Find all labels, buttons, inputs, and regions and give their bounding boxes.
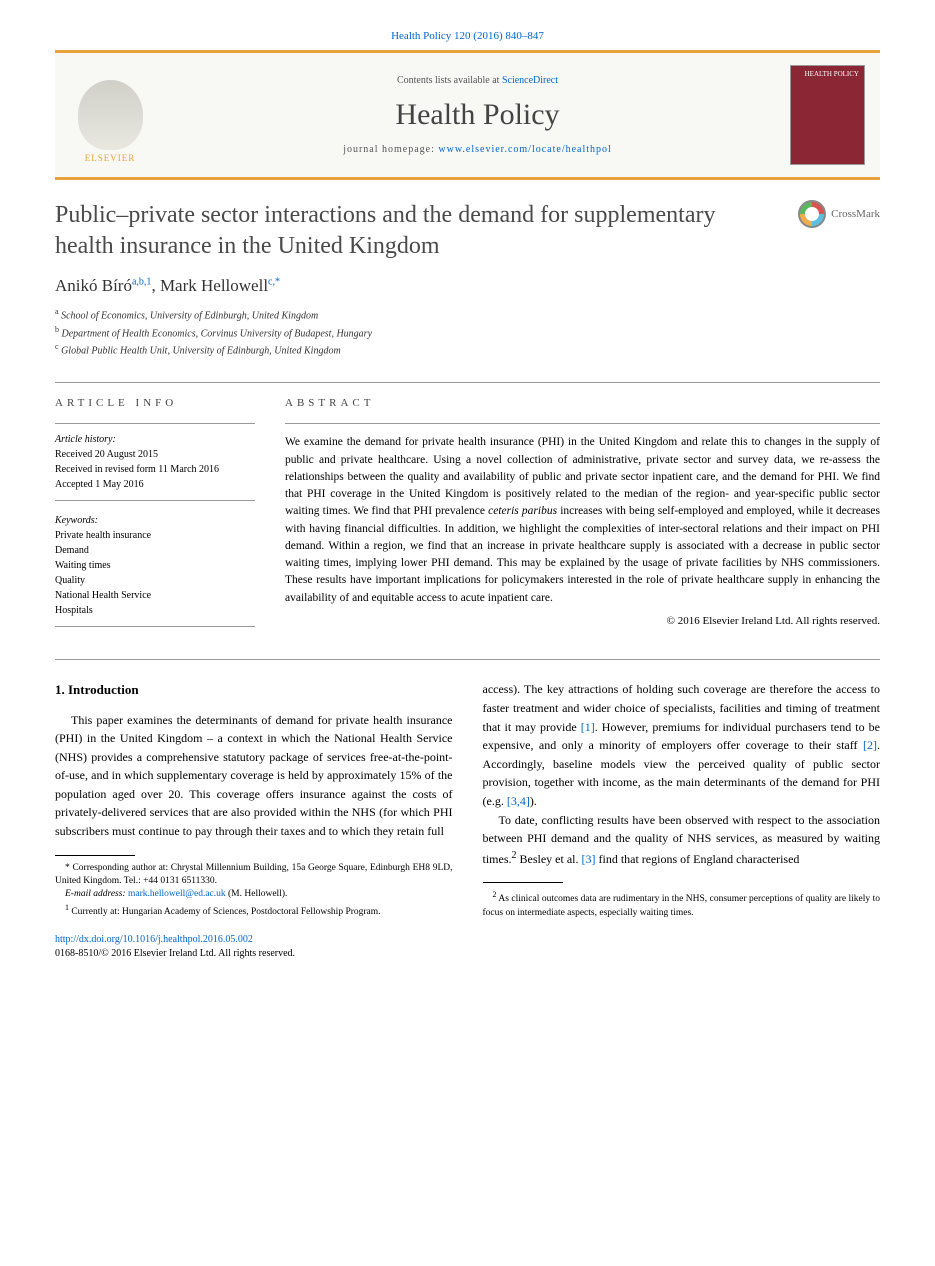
elsevier-tree-icon xyxy=(78,80,143,150)
keyword: Demand xyxy=(55,543,255,558)
homepage-prefix: journal homepage: xyxy=(343,144,438,155)
keywords-label: Keywords: xyxy=(55,513,255,528)
ref-3-4[interactable]: [3,4] xyxy=(507,794,530,808)
email-footnote: E-mail address: mark.hellowell@ed.ac.uk … xyxy=(55,888,453,901)
author-list: Anikó Bíróa,b,1, Mark Hellowellc,* xyxy=(55,276,880,296)
corresponding-author-note: * Corresponding author at: Chrystal Mill… xyxy=(55,862,453,889)
author-2-affil: c,* xyxy=(268,277,280,288)
journal-cover-thumbnail[interactable]: HEALTH POLICY xyxy=(790,65,865,165)
section-heading-1: 1. Introduction xyxy=(55,680,453,700)
keyword: Hospitals xyxy=(55,603,255,618)
ref-1[interactable]: [1] xyxy=(581,720,595,734)
footnote-2: 2 As clinical outcomes data are rudiment… xyxy=(483,889,881,920)
article-info-column: ARTICLE INFO Article history: Received 2… xyxy=(55,397,255,629)
sciencedirect-link[interactable]: ScienceDirect xyxy=(502,75,558,86)
ref-2[interactable]: [2] xyxy=(863,738,877,752)
keyword: National Health Service xyxy=(55,588,255,603)
keyword: Waiting times xyxy=(55,558,255,573)
affiliations: a School of Economics, University of Edi… xyxy=(55,306,880,358)
abstract-copyright: © 2016 Elsevier Ireland Ltd. All rights … xyxy=(285,613,880,630)
email-link[interactable]: mark.hellowell@ed.ac.uk xyxy=(128,889,226,899)
body-text: 1. Introduction This paper examines the … xyxy=(55,659,880,961)
body-column-right: access). The key attractions of holding … xyxy=(483,680,881,961)
article-title: Public–private sector interactions and t… xyxy=(55,200,798,262)
author-2: , Mark Hellowell xyxy=(151,276,268,295)
title-row: Public–private sector interactions and t… xyxy=(55,200,880,262)
affil-b: b Department of Health Economics, Corvin… xyxy=(55,324,880,341)
affil-c: c Global Public Health Unit, University … xyxy=(55,341,880,358)
affil-a: a School of Economics, University of Edi… xyxy=(55,306,880,323)
footnote-1: 1 Currently at: Hungarian Academy of Sci… xyxy=(55,902,453,919)
journal-title: Health Policy xyxy=(165,98,790,132)
homepage-link[interactable]: www.elsevier.com/locate/healthpol xyxy=(438,144,611,155)
intro-paragraph-2: To date, conflicting results have been o… xyxy=(483,811,881,869)
doi-block: http://dx.doi.org/10.1016/j.healthpol.20… xyxy=(55,933,453,961)
crossmark-badge[interactable]: CrossMark xyxy=(798,200,880,228)
ref-3[interactable]: [3] xyxy=(581,852,595,866)
keyword: Private health insurance xyxy=(55,528,255,543)
abstract-italic: ceteris paribus xyxy=(488,505,557,517)
abstract-column: ABSTRACT We examine the demand for priva… xyxy=(285,397,880,629)
contents-prefix: Contents lists available at xyxy=(397,75,502,86)
email-label: E-mail address: xyxy=(65,889,126,899)
footnote-1-marker: 1 xyxy=(65,903,69,912)
accepted-date: Accepted 1 May 2016 xyxy=(55,477,255,492)
footnote-separator xyxy=(483,882,563,883)
citation-header: Health Policy 120 (2016) 840–847 xyxy=(55,30,880,42)
email-suffix: (M. Hellowell). xyxy=(226,889,288,899)
crossmark-icon xyxy=(798,200,826,228)
homepage-line: journal homepage: www.elsevier.com/locat… xyxy=(165,144,790,155)
footnote-separator xyxy=(55,855,135,856)
footnote-2-marker: 2 xyxy=(493,890,497,899)
elsevier-logo[interactable]: ELSEVIER xyxy=(70,68,150,163)
intro-paragraph-1: This paper examines the determinants of … xyxy=(55,711,453,841)
intro-paragraph-1-cont: access). The key attractions of holding … xyxy=(483,680,881,810)
article-page: Health Policy 120 (2016) 840–847 ELSEVIE… xyxy=(0,0,935,1001)
journal-header: ELSEVIER Contents lists available at Sci… xyxy=(55,50,880,180)
author-1: Anikó Bíró xyxy=(55,276,132,295)
author-1-affil: a,b,1 xyxy=(132,277,151,288)
article-info-label: ARTICLE INFO xyxy=(55,397,255,409)
issn-copyright: 0168-8510/© 2016 Elsevier Ireland Ltd. A… xyxy=(55,947,453,961)
header-center: Contents lists available at ScienceDirec… xyxy=(165,75,790,155)
cover-label: HEALTH POLICY xyxy=(805,71,859,79)
keywords-block: Keywords: Private health insurance Deman… xyxy=(55,513,255,627)
publisher-name: ELSEVIER xyxy=(85,153,136,163)
contents-available: Contents lists available at ScienceDirec… xyxy=(165,75,790,86)
history-label: Article history: xyxy=(55,432,255,447)
info-abstract-row: ARTICLE INFO Article history: Received 2… xyxy=(55,382,880,629)
article-history: Article history: Received 20 August 2015… xyxy=(55,423,255,501)
crossmark-label: CrossMark xyxy=(831,208,880,220)
keyword: Quality xyxy=(55,573,255,588)
doi-link[interactable]: http://dx.doi.org/10.1016/j.healthpol.20… xyxy=(55,934,253,945)
abstract-label: ABSTRACT xyxy=(285,397,880,409)
body-column-left: 1. Introduction This paper examines the … xyxy=(55,680,453,961)
abstract-text: We examine the demand for private health… xyxy=(285,423,880,629)
abstract-part-2: increases with being self-employed and e… xyxy=(285,505,880,603)
received-date: Received 20 August 2015 xyxy=(55,447,255,462)
revised-date: Received in revised form 11 March 2016 xyxy=(55,462,255,477)
